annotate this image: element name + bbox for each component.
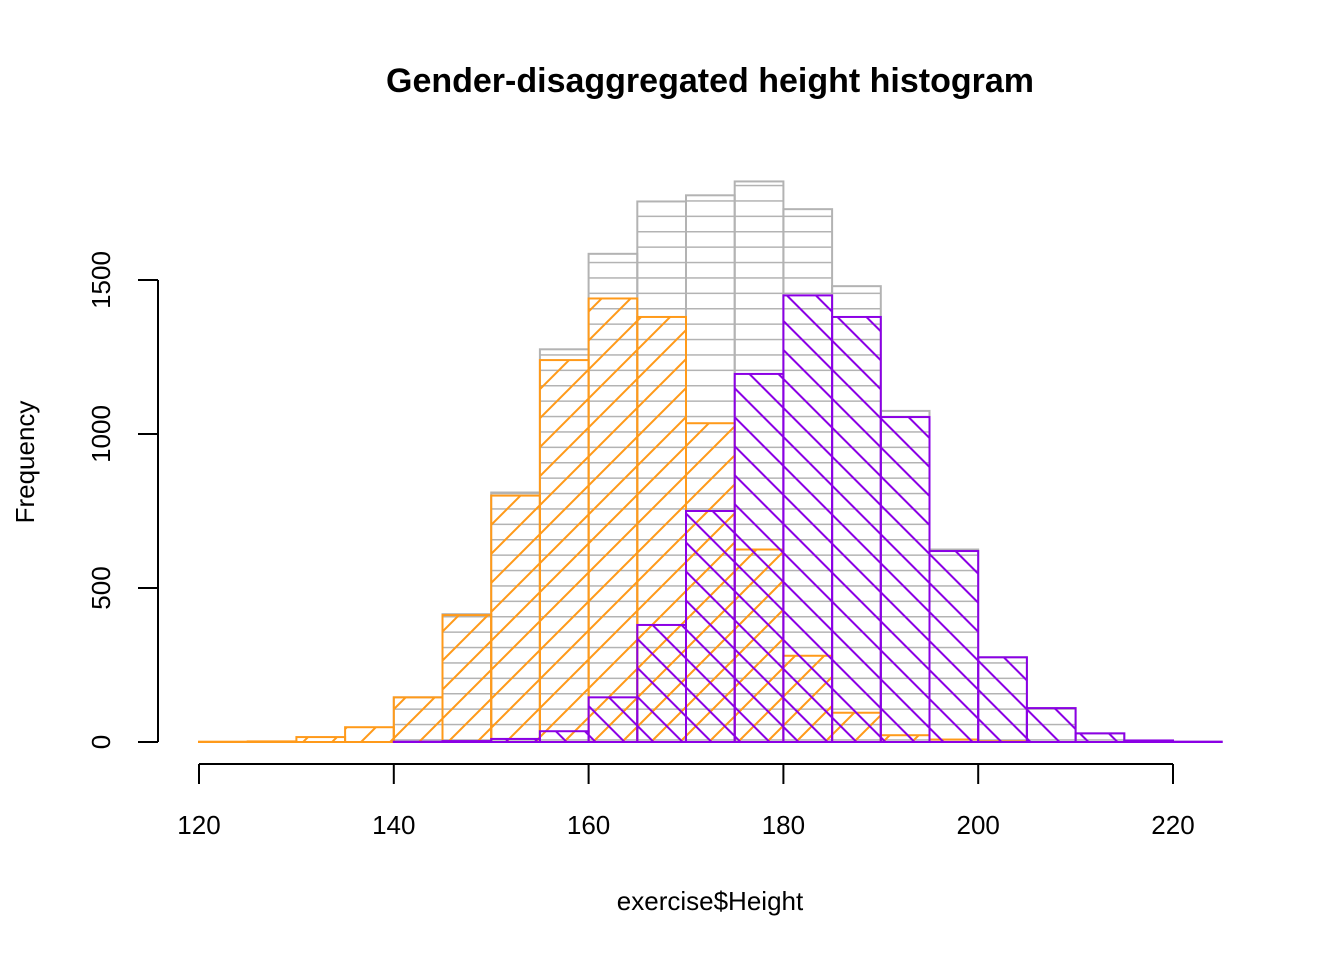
x-tick-label: 220 xyxy=(1151,810,1194,840)
bar-1-3 xyxy=(344,726,395,744)
bar-1-5 xyxy=(441,614,493,743)
x-tick-label: 160 xyxy=(567,810,610,840)
x-axis-label: exercise$Height xyxy=(617,886,804,916)
x-tick-label: 180 xyxy=(762,810,805,840)
bar-2-15 xyxy=(1123,739,1175,744)
series-2 xyxy=(392,294,1223,744)
bar-2-10 xyxy=(879,416,931,743)
bar-2-2 xyxy=(490,737,541,743)
bar-1-6 xyxy=(490,494,541,743)
bar-1-1 xyxy=(246,740,298,743)
bar-1-2 xyxy=(295,736,347,744)
bar-2-6 xyxy=(685,510,736,743)
bar-2-14 xyxy=(1074,732,1126,743)
bar-1-8 xyxy=(587,297,639,743)
bar-2-9 xyxy=(831,315,882,743)
y-axis-label: Frequency xyxy=(10,401,40,524)
chart-title: Gender-disaggregated height histogram xyxy=(386,62,1034,100)
x-tick-label: 120 xyxy=(177,810,220,840)
y-tick-label: 500 xyxy=(86,566,116,609)
bar-2-1 xyxy=(441,740,493,743)
bar-1-4 xyxy=(392,696,444,744)
y-tick-label: 0 xyxy=(86,735,116,749)
x-tick-label: 140 xyxy=(372,810,415,840)
bar-2-7 xyxy=(733,372,785,743)
histogram-bars xyxy=(198,180,1223,744)
bar-2-4 xyxy=(587,696,639,744)
bar-2-13 xyxy=(1025,707,1077,743)
bar-2-3 xyxy=(538,730,590,743)
x-axis: 120 140 160 180 200 220 xyxy=(177,763,1195,840)
bar-2-11 xyxy=(928,550,980,743)
bar-2-12 xyxy=(977,656,1028,743)
y-tick-label: 1000 xyxy=(86,405,116,463)
bar-2-5 xyxy=(636,623,687,744)
y-tick-label: 1500 xyxy=(86,251,116,309)
bar-2-8 xyxy=(782,294,834,743)
y-axis: 0 500 1000 1500 xyxy=(86,251,159,749)
bar-1-7 xyxy=(538,359,590,743)
x-tick-label: 200 xyxy=(957,810,1000,840)
